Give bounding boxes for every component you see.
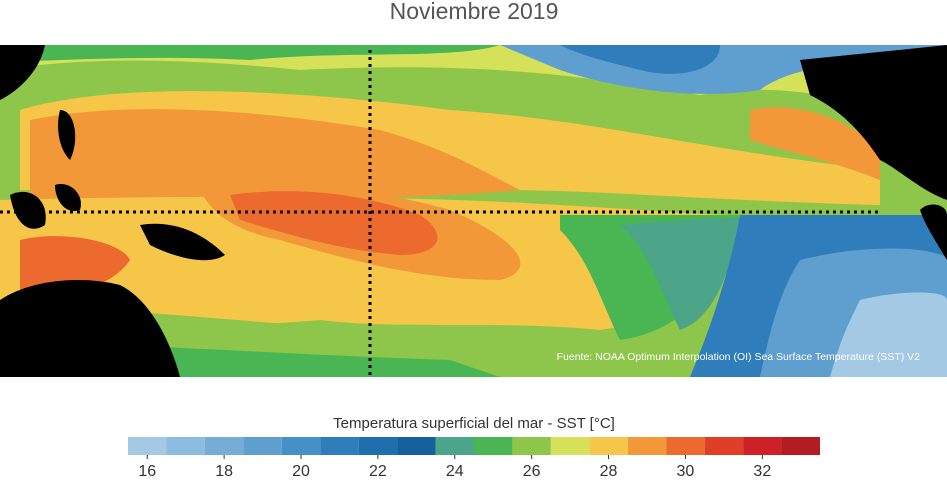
colorbar-bin xyxy=(666,437,705,455)
colorbar-bin xyxy=(435,437,474,455)
colorbar-bin xyxy=(128,437,167,455)
colorbar-bin xyxy=(781,437,820,455)
colorbar-bin xyxy=(320,437,359,455)
colorbar-bin xyxy=(704,437,744,455)
colorbar-bin xyxy=(550,437,590,455)
colorbar-bin xyxy=(474,437,513,455)
colorbar-bin xyxy=(397,437,436,455)
colorbar-bin xyxy=(512,437,551,455)
title: Noviembre 2019 xyxy=(390,0,559,24)
colorbar-bin xyxy=(204,437,244,455)
colorbar: 16 18 20 22 24 26 28 30 32 xyxy=(128,437,820,480)
colorbar-tick-label: 20 xyxy=(292,463,310,480)
colorbar-bin xyxy=(743,437,782,455)
colorbar-tick-label: 16 xyxy=(138,463,156,480)
colorbar-tick-label: 30 xyxy=(677,463,695,480)
colorbar-label: Temperatura superficial del mar - SST [°… xyxy=(333,415,615,432)
colorbar-bin xyxy=(243,437,282,455)
colorbar-tick-label: 32 xyxy=(753,463,771,480)
colorbar-tick-label: 18 xyxy=(215,463,233,480)
colorbar-bin xyxy=(281,437,321,455)
colorbar-tick-label: 26 xyxy=(523,463,541,480)
colorbar-bin xyxy=(358,437,398,455)
colorbar-tick-label: 22 xyxy=(369,463,387,480)
colorbar-tick-label: 28 xyxy=(600,463,618,480)
colorbar-bin xyxy=(589,437,628,455)
source-note: Fuente: NOAA Optimum Interpolation (OI) … xyxy=(557,351,921,363)
colorbar-bin xyxy=(627,437,667,455)
sst-map xyxy=(0,45,947,377)
colorbar-tick-label: 24 xyxy=(446,463,464,480)
colorbar-bin xyxy=(166,437,205,455)
